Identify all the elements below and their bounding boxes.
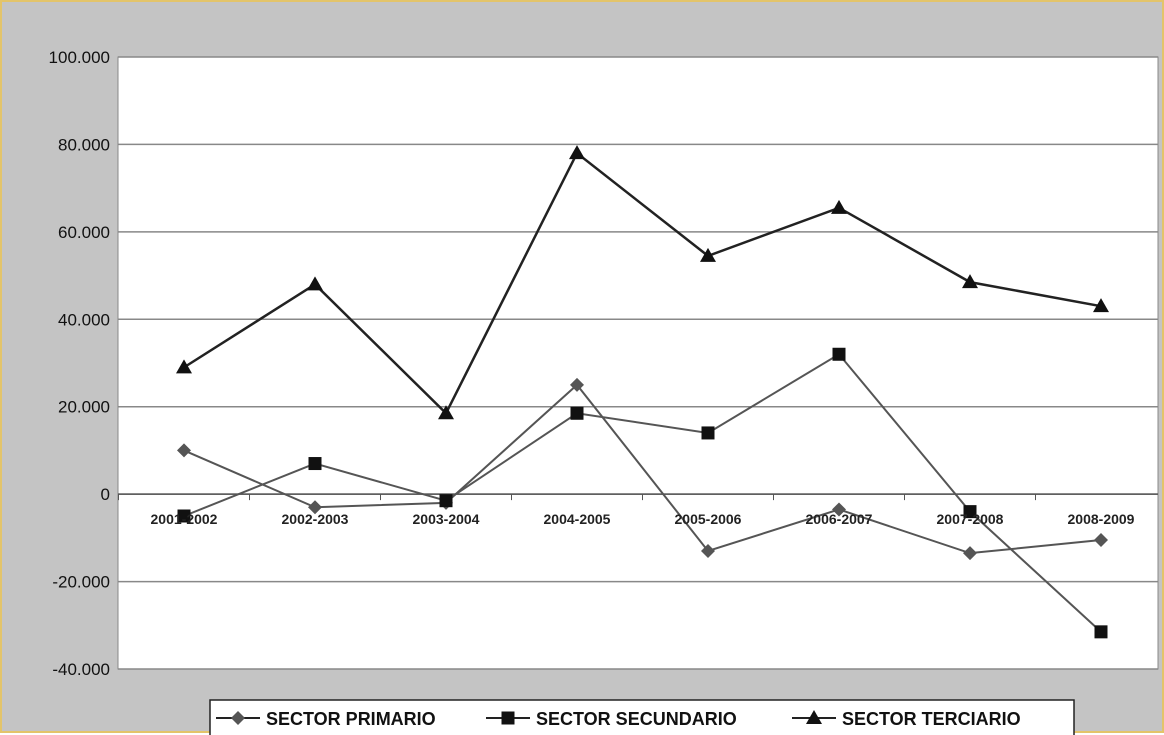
data-point <box>501 711 515 725</box>
legend-label: SECTOR PRIMARIO <box>266 709 436 729</box>
x-tick-label: 2003-2004 <box>413 511 480 527</box>
data-point <box>832 502 846 517</box>
y-tick-label: 0 <box>101 485 110 504</box>
legend-label: SECTOR TERCIARIO <box>842 709 1021 729</box>
y-tick-label: 20.000 <box>58 398 110 417</box>
data-point <box>963 546 977 561</box>
legend: SECTOR PRIMARIO SECTOR SECUNDARIO SECTOR T… <box>209 699 1075 735</box>
x-tick-label: 2001-2002 <box>151 511 218 527</box>
legend-label: SECTOR SECUNDARIO <box>536 709 737 729</box>
y-tick-label: -20.000 <box>52 573 110 592</box>
series-line <box>183 352 1102 633</box>
data-point <box>1093 298 1109 313</box>
series-sector-terciario <box>176 145 1109 420</box>
y-tick-label: 40.000 <box>58 310 110 329</box>
data-point <box>701 543 715 558</box>
data-point <box>1094 533 1108 548</box>
data-point <box>701 426 715 440</box>
y-tick-label: 80.000 <box>58 135 110 154</box>
data-point <box>438 405 454 420</box>
x-tick-label: 2004-2005 <box>544 511 611 527</box>
data-point <box>307 276 323 291</box>
series-lines <box>176 145 1109 639</box>
data-point <box>177 443 191 458</box>
data-point <box>570 406 584 420</box>
y-tick-label: 60.000 <box>58 223 110 242</box>
x-axis: 2001-2002 2002-2003 2003-2004 2004-2005 2005… <box>151 511 1135 527</box>
data-point <box>700 247 716 262</box>
legend-item: SECTOR PRIMARIO <box>216 709 436 729</box>
series-line <box>183 151 1102 416</box>
data-point <box>439 494 453 508</box>
data-point <box>569 145 585 160</box>
legend-item: SECTOR SECUNDARIO <box>486 709 737 729</box>
data-point <box>177 509 191 523</box>
y-tick-label: 100.000 <box>49 48 110 67</box>
data-point <box>831 199 847 214</box>
series-sector-secundario <box>177 347 1108 639</box>
y-axis: 100.000 80.000 60.000 40.000 20.000 0 -20.000 -… <box>49 48 110 679</box>
grid-lines <box>118 56 1158 670</box>
plot-area <box>117 56 1159 670</box>
data-point <box>308 457 322 471</box>
data-point <box>231 711 245 725</box>
x-tick-label: 2008-2009 <box>1068 511 1135 527</box>
data-point <box>962 274 978 289</box>
y-tick-label: -40.000 <box>52 660 110 679</box>
x-tick-label: 2006-2007 <box>806 511 873 527</box>
data-point <box>570 377 584 392</box>
x-tick-label: 2007-2008 <box>937 511 1004 527</box>
series-line <box>183 383 1102 555</box>
x-tick-label: 2002-2003 <box>282 511 349 527</box>
data-point <box>176 359 192 374</box>
data-point <box>308 500 322 515</box>
data-point <box>832 347 846 361</box>
data-point <box>806 710 822 724</box>
data-point <box>963 505 977 519</box>
data-point <box>1094 625 1108 639</box>
legend-box <box>209 699 1075 735</box>
legend-item: SECTOR TERCIARIO <box>792 709 1021 729</box>
x-tick-label: 2005-2006 <box>675 511 742 527</box>
